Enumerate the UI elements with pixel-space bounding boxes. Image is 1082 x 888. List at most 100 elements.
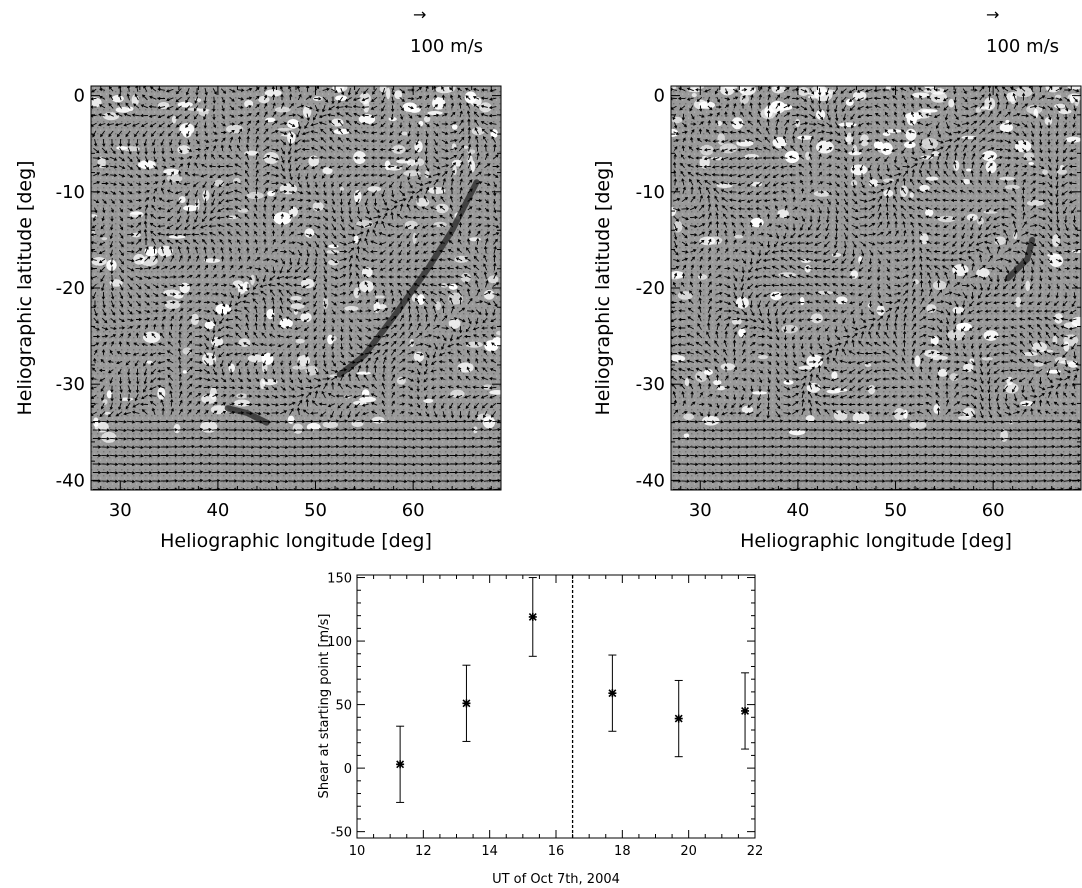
velocity-arrow [856,360,865,365]
velocity-arrow [697,314,702,322]
velocity-arrow [996,275,1000,283]
velocity-arrow [221,402,227,406]
velocity-arrow [750,231,755,236]
velocity-arrow [730,121,737,126]
velocity-arrow [371,147,377,152]
velocity-arrow [336,112,344,117]
velocity-arrow [868,181,875,188]
velocity-arrow [1030,156,1036,161]
velocity-arrow [1019,86,1026,92]
velocity-arrow [489,129,497,134]
bright-patch [886,86,891,91]
velocity-arrow [809,135,814,143]
velocity-arrow [475,436,484,440]
velocity-arrow [396,275,403,279]
velocity-arrow [203,318,211,323]
velocity-arrow [441,479,450,483]
velocity-arrow [416,411,422,416]
velocity-arrow [441,470,450,475]
velocity-arrow [782,135,787,144]
velocity-arrow [356,343,363,349]
velocity-arrow [382,317,390,321]
velocity-arrow [741,340,746,347]
velocity-arrow [255,160,259,169]
velocity-arrow [255,247,259,253]
velocity-arrow [109,454,119,458]
velocity-arrow [1038,224,1046,229]
velocity-arrow [242,300,250,304]
velocity-arrow [255,144,259,152]
velocity-arrow [446,266,454,270]
velocity-arrow [118,165,126,170]
bright-patch [719,86,735,96]
velocity-arrow [352,104,361,109]
velocity-arrow [681,113,686,121]
velocity-arrow [169,470,178,474]
velocity-arrow [1060,325,1068,330]
velocity-arrow [1001,343,1009,347]
bright-patch [691,92,697,98]
velocity-arrow [732,230,736,236]
velocity-arrow [408,181,413,189]
velocity-arrow [424,437,433,441]
velocity-arrow [953,391,959,398]
velocity-arrow [229,377,235,383]
velocity-arrow [373,453,382,458]
velocity-arrow [391,96,395,104]
velocity-arrow [928,288,933,297]
velocity-arrow [169,390,173,398]
velocity-arrow [806,318,813,322]
velocity-arrow [246,394,253,398]
velocity-arrow [900,385,906,389]
velocity-arrow [447,249,454,253]
velocity-arrow [996,245,1001,254]
velocity-arrow [792,105,800,109]
velocity-arrow [840,410,847,415]
velocity-arrow [934,88,940,92]
velocity-arrow [492,199,497,205]
velocity-arrow [476,215,482,219]
velocity-arrow [322,318,327,324]
velocity-arrow [297,104,305,109]
velocity-arrow [783,427,792,432]
velocity-arrow [868,437,877,441]
velocity-arrow [271,445,280,450]
velocity-arrow [893,156,898,164]
velocity-arrow [926,384,932,389]
velocity-arrow [262,212,267,220]
velocity-arrow [201,238,208,245]
velocity-arrow [407,249,411,256]
velocity-arrow [798,154,805,160]
velocity-arrow [348,280,353,288]
velocity-arrow [135,86,139,92]
velocity-arrow [314,207,321,212]
velocity-arrow [272,111,277,118]
velocity-arrow [945,366,950,372]
velocity-arrow [203,326,210,332]
velocity-arrow [438,258,446,262]
velocity-arrow [221,113,225,120]
velocity-arrow [464,385,471,389]
bright-patch [876,304,885,316]
velocity-arrow [344,97,352,102]
bright-patch [264,89,282,97]
velocity-arrow [780,257,788,262]
velocity-arrow [716,247,720,253]
velocity-arrow [152,255,158,262]
velocity-arrow [269,289,276,296]
velocity-arrow [874,104,881,108]
velocity-arrow [161,265,169,270]
velocity-arrow [800,179,804,185]
velocity-arrow [953,326,957,333]
velocity-arrow [398,420,408,424]
velocity-arrow [398,198,407,202]
velocity-arrow [161,301,168,305]
velocity-arrow [707,382,712,390]
velocity-arrow [893,212,898,220]
velocity-arrow [1038,292,1042,298]
velocity-arrow [263,386,269,390]
velocity-arrow [406,139,411,145]
velocity-arrow [935,391,940,398]
bright-patch [1014,140,1032,153]
bright-patch [750,217,764,228]
